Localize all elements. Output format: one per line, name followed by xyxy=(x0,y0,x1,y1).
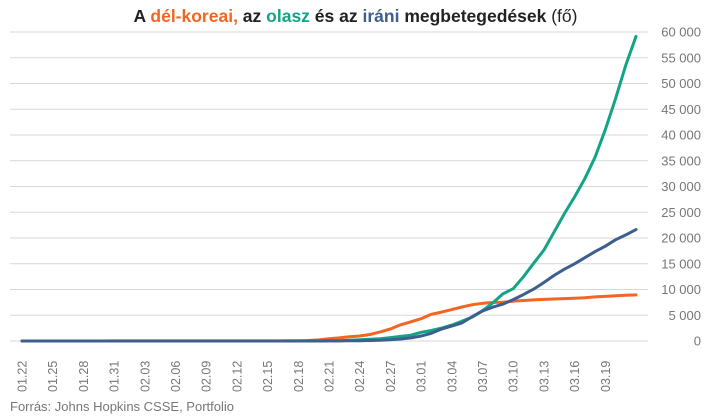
y-tick-label: 40 000 xyxy=(661,128,701,143)
series-line-iráni xyxy=(20,228,638,343)
x-tick-label: 03.07 xyxy=(476,361,490,392)
x-tick-label: 02.15 xyxy=(261,361,275,392)
title-part-1: A xyxy=(133,6,151,26)
title-unit: (fő) xyxy=(546,6,578,26)
title-italy: olasz xyxy=(266,6,310,26)
series-line-olasz xyxy=(20,34,638,343)
x-tick-label: 02.03 xyxy=(138,361,152,392)
title-part-4: megbetegedések xyxy=(399,6,547,26)
x-tick-label: 02.21 xyxy=(323,361,337,392)
y-tick-label: 0 xyxy=(694,334,701,349)
x-tick-label: 02.06 xyxy=(169,361,183,392)
y-tick-label: 25 000 xyxy=(661,205,701,220)
x-tick-label: 01.31 xyxy=(108,361,122,392)
x-tick-label: 03.04 xyxy=(445,361,459,392)
y-axis-ticks: 0 5 000 10 000 15 000 20 000 25 000 30 000 35 0… xyxy=(661,25,701,349)
title-part-3: és az xyxy=(309,6,363,26)
x-tick-label: 02.12 xyxy=(230,361,244,392)
title-part-2: az xyxy=(237,6,267,26)
y-tick-label: 50 000 xyxy=(661,76,701,91)
x-tick-label: 03.01 xyxy=(415,361,429,392)
series-lines xyxy=(20,34,638,343)
y-tick-label: 5 000 xyxy=(668,308,701,323)
x-tick-label: 02.27 xyxy=(384,361,398,392)
title-iran: iráni xyxy=(362,6,400,26)
y-tick-label: 35 000 xyxy=(661,153,701,168)
title-korea: dél-koreai, xyxy=(150,6,238,26)
y-tick-label: 30 000 xyxy=(661,179,701,194)
y-tick-label: 60 000 xyxy=(661,25,701,40)
x-tick-label: 02.24 xyxy=(353,361,367,392)
x-tick-label: 03.19 xyxy=(599,361,613,392)
y-tick-label: 55 000 xyxy=(661,50,701,65)
chart-title: A dél-koreai, az olasz és az iráni megbe… xyxy=(0,6,711,27)
series-line-dél-koreai xyxy=(20,293,638,343)
x-tick-label: 02.09 xyxy=(200,361,214,392)
x-tick-label: 03.10 xyxy=(507,361,521,392)
y-tick-label: 20 000 xyxy=(661,231,701,246)
x-axis-ticks: 01.22 01.25 01.28 01.31 02.03 02.06 02.09 02.12… xyxy=(16,361,613,392)
x-tick-label: 01.22 xyxy=(16,361,30,392)
x-tick-label: 02.18 xyxy=(292,361,306,392)
y-tick-label: 10 000 xyxy=(661,282,701,297)
grid-lines xyxy=(10,31,648,342)
y-tick-label: 15 000 xyxy=(661,256,701,271)
x-tick-label: 03.16 xyxy=(568,361,582,392)
x-tick-label: 01.28 xyxy=(77,361,91,392)
y-tick-label: 45 000 xyxy=(661,102,701,117)
source-note: Forrás: Johns Hopkins CSSE, Portfolio xyxy=(10,399,234,414)
x-tick-label: 01.25 xyxy=(46,361,60,392)
x-tick-label: 03.13 xyxy=(537,361,551,392)
